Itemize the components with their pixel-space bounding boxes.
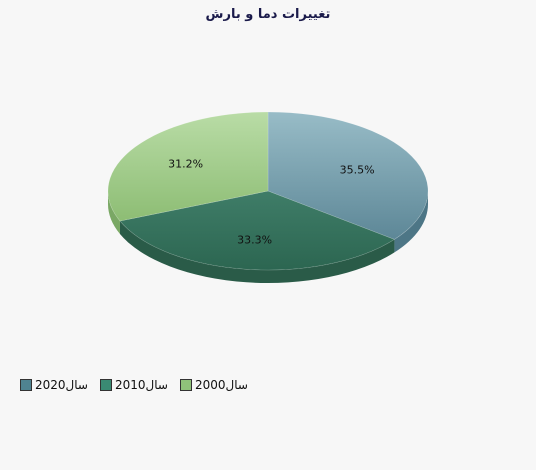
legend-swatch-2000 — [179, 379, 192, 391]
pie-slice-0[interactable] — [267, 111, 429, 240]
legend-item-2020[interactable]: سال2020 — [20, 378, 88, 392]
legend-label-2010: سال2010 — [114, 378, 168, 392]
pie-value-label-2: 31.2% — [168, 158, 203, 171]
legend-label-2000: سال2000 — [194, 378, 248, 392]
pie-side-2 — [108, 191, 120, 235]
legend-item-2010[interactable]: سال2010 — [99, 378, 168, 392]
chart-title: تغییرات دما و بارش — [205, 7, 331, 22]
legend-item-2000[interactable]: سال2000 — [179, 378, 248, 392]
pie-side-1 — [119, 221, 395, 284]
pie-value-label-1: 33.3% — [237, 234, 272, 247]
legend-label-2020: سال2020 — [35, 378, 88, 392]
pie-slice-2[interactable] — [107, 111, 269, 222]
pie-value-label-0: 35.5% — [340, 164, 375, 177]
legend: سال2020 سال2010 سال2000 — [20, 378, 248, 392]
pie-slice-1[interactable] — [119, 190, 396, 271]
pie-side-0 — [394, 191, 428, 253]
legend-swatch-2010 — [99, 379, 112, 391]
legend-swatch-2020 — [20, 379, 32, 391]
